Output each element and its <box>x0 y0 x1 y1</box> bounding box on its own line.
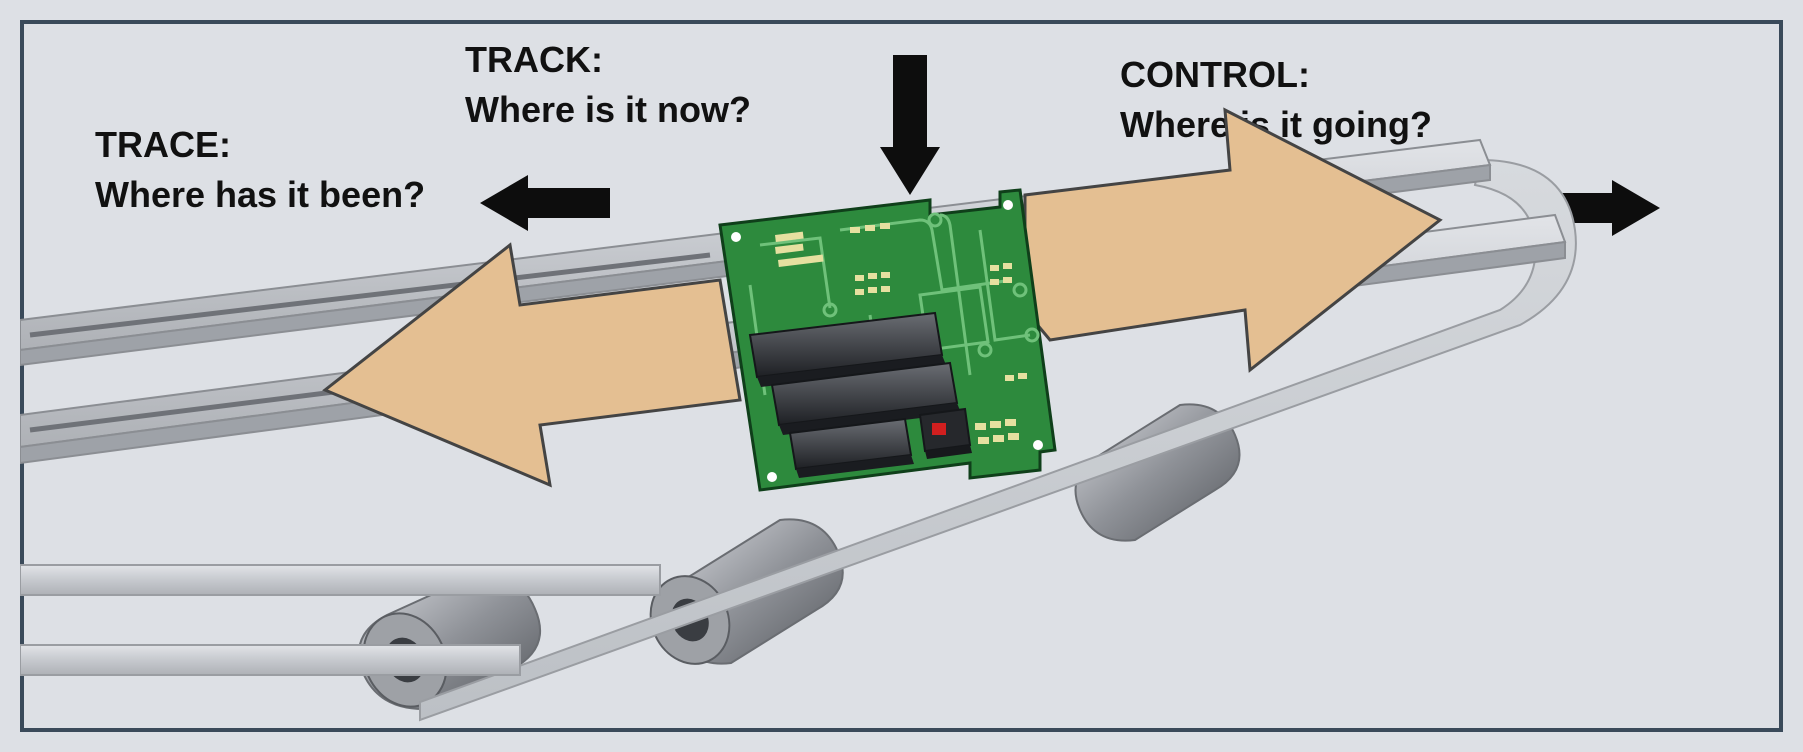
conveyor-illustration <box>20 20 1783 732</box>
pcb-board <box>720 190 1055 490</box>
big-arrow-right <box>1025 110 1440 370</box>
pcb-chip-small <box>920 409 972 459</box>
